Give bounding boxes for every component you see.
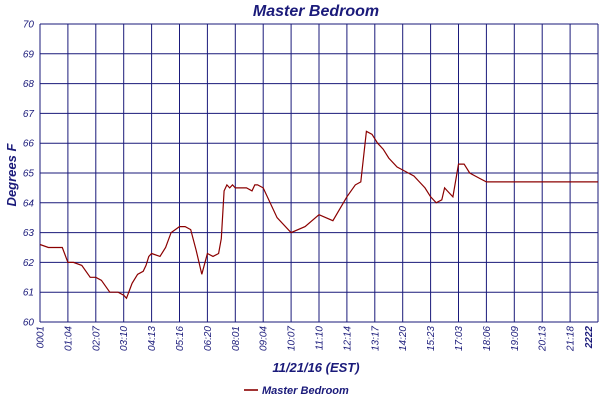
x-axis-label: 11/21/16 (EST) [272,360,359,375]
y-tick-label: 67 [23,109,35,120]
x-tick-label: 14:20 [398,326,409,351]
x-tick-label: 18:06 [482,326,493,351]
x-tick-label: 13:17 [370,326,381,351]
y-tick-label: 69 [23,49,35,60]
x-tick-label: 10:07 [287,326,298,351]
legend-label: Master Bedroom [262,385,349,397]
plot-grid [39,23,599,323]
x-tick-label: 0001 [36,326,47,348]
x-tick-label: 20:13 [538,326,549,352]
x-tick-label: 15:23 [426,326,437,351]
chart-title: Master Bedroom [253,3,379,20]
x-tick-label: 2222 [584,326,595,350]
x-tick-label: 05:16 [175,326,186,351]
y-axis-label: Degrees F [4,143,19,207]
y-tick-label: 68 [23,79,35,90]
x-tick-label: 02:07 [91,326,102,351]
y-tick-label: 62 [23,258,35,269]
y-tick-label: 63 [23,228,35,239]
x-tick-label: 08:01 [231,326,242,351]
x-tick-label: 04:13 [147,326,158,351]
x-tick-label: 09:04 [259,326,270,351]
x-tick-label: 21:18 [566,326,577,352]
y-tick-label: 66 [23,139,35,150]
y-tick-label: 70 [23,20,35,31]
x-tick-label: 03:10 [119,326,130,351]
x-tick-label: 11:10 [315,326,326,351]
x-tick-label: 12:14 [342,326,353,351]
x-tick-label: 06:20 [203,326,214,351]
y-tick-label: 65 [23,169,35,180]
series-line-master-bedroom [39,130,598,300]
x-axis-ticks: 0001 01:04 02:07 03:10 04:13 05:16 06:20 08:01 0… [36,326,596,352]
y-tick-label: 61 [23,288,34,299]
y-tick-label: 64 [23,198,35,209]
y-tick-label: 60 [23,318,35,329]
x-tick-label: 17:03 [454,326,465,351]
x-tick-label: 01:04 [63,326,74,351]
legend: Master Bedroom [244,385,349,397]
y-axis-ticks: 60 61 62 63 64 65 66 67 68 69 70 [23,20,35,329]
x-tick-label: 19:09 [510,326,521,351]
